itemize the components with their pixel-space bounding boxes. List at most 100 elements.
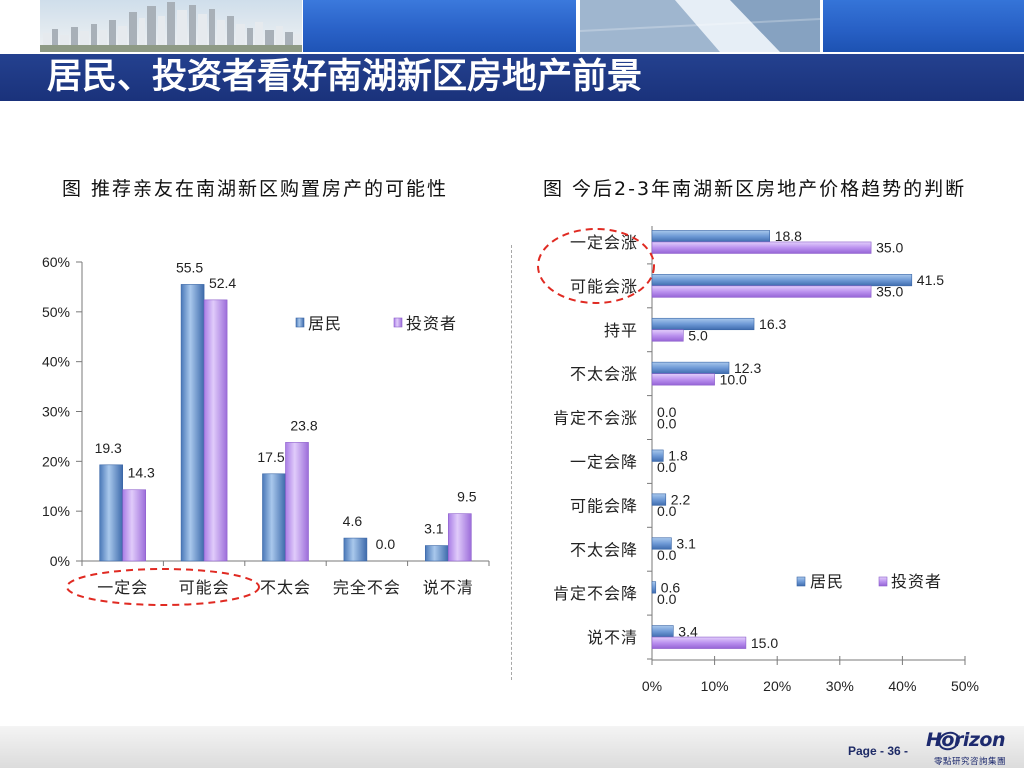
skyline-building xyxy=(255,22,263,45)
category-label: 不太会涨 xyxy=(570,365,638,384)
bar-resident xyxy=(343,537,368,562)
category-label: 肯定不会降 xyxy=(553,584,638,603)
data-label-investor: 0.0 xyxy=(657,415,677,431)
skyline-building xyxy=(71,27,78,45)
bar-investor xyxy=(651,285,872,298)
tower-reflection xyxy=(580,18,820,32)
highlight-ellipse-right xyxy=(537,228,655,304)
category-label: 一定会降 xyxy=(570,452,638,471)
logo-wordmark: Horizon xyxy=(926,729,1005,751)
category-label: 说不清 xyxy=(587,628,638,647)
skyline-building xyxy=(294,34,302,45)
chart-right-plot: 0% 10% 20% 30% 40% 50% 18.8 35.0 一定会涨 41.5 35.0 可能会… xyxy=(553,226,979,694)
data-label-resident: 0.6 xyxy=(661,579,681,595)
skyline-building xyxy=(60,35,69,45)
bar-investor xyxy=(651,329,684,342)
bar-investor xyxy=(122,489,146,562)
skyline-building xyxy=(43,33,51,45)
header-blue-panel xyxy=(303,0,576,52)
data-label-resident: 19.3 xyxy=(95,440,122,456)
page-title: 居民、投资者看好南湖新区房地产前景 xyxy=(47,57,643,97)
data-label-resident: 17.5 xyxy=(257,449,284,465)
y-tick-label: 60% xyxy=(42,254,70,270)
x-tick-label: 20% xyxy=(763,678,791,694)
skyline-building xyxy=(198,14,207,45)
bar-investor xyxy=(651,636,747,649)
bar-resident xyxy=(651,230,770,243)
category-label: 不太会降 xyxy=(570,540,638,559)
skyline-building xyxy=(147,6,156,45)
legend-swatch-investor xyxy=(878,576,888,587)
y-tick-label: 40% xyxy=(42,354,70,370)
data-label-resident: 12.3 xyxy=(734,360,761,376)
legend-swatch-resident xyxy=(295,317,305,328)
highlight-ellipse-left xyxy=(66,568,260,606)
legend-label-resident: 居民 xyxy=(308,314,342,333)
glass-tower-graphic xyxy=(580,0,820,52)
title-bar: 居民、投资者看好南湖新区房地产前景 xyxy=(0,54,1024,101)
chart-recommend-likelihood: 0% 10% 20% 30% 40% 50% 60% 19.3 14.3 一定会 55.5 52.4 可… xyxy=(42,254,490,606)
logo-ring xyxy=(938,731,960,751)
skyline-building xyxy=(118,26,127,45)
data-label-resident: 3.1 xyxy=(676,536,696,552)
category-label: 一定会 xyxy=(97,578,148,597)
data-label-resident: 2.2 xyxy=(671,492,691,508)
bar-resident xyxy=(180,284,205,562)
data-label-investor: 10.0 xyxy=(720,371,747,387)
ground xyxy=(40,45,302,52)
data-label-resident: 3.4 xyxy=(678,623,698,639)
skyline-building xyxy=(177,10,187,45)
company-logo: Horizon 零點研究咨詢集團 xyxy=(920,728,1020,768)
city-skyline-graphic xyxy=(40,0,302,52)
logo-ring-icon xyxy=(938,731,960,751)
chart-separator xyxy=(511,245,512,680)
bar-resident xyxy=(651,317,755,331)
bar-investor xyxy=(203,299,228,562)
data-label-investor: 0.0 xyxy=(657,503,677,519)
category-label: 一定会涨 xyxy=(570,233,638,252)
page-number: Page - 36 - xyxy=(848,744,909,758)
header-blue-panel-right xyxy=(823,0,1024,52)
skyline-building xyxy=(217,20,225,45)
skyline-buildings xyxy=(43,2,302,45)
bar-resident xyxy=(99,464,123,562)
category-label: 可能会降 xyxy=(570,496,638,515)
legend-label-investor: 投资者 xyxy=(891,572,942,591)
bar-resident xyxy=(651,449,664,462)
skyline-building xyxy=(129,12,137,45)
skyline-building xyxy=(285,32,293,45)
data-label-resident: 0.0 xyxy=(657,404,677,420)
skyline-building xyxy=(99,30,107,45)
skyline-building xyxy=(209,9,215,45)
y-tick-label: 30% xyxy=(42,404,70,420)
category-label: 肯定不会涨 xyxy=(553,409,638,428)
bar-resident xyxy=(651,537,672,550)
data-label-investor: 0.0 xyxy=(657,591,677,607)
bar-resident xyxy=(262,473,286,562)
header-building-image xyxy=(580,0,820,52)
tower-facet xyxy=(730,0,820,52)
skyline-building xyxy=(265,30,274,45)
skyline-building xyxy=(109,20,116,45)
legend-swatch-resident xyxy=(796,576,806,587)
bar-resident xyxy=(424,545,449,562)
legend-swatch-investor xyxy=(393,317,403,328)
y-tick-label: 10% xyxy=(42,503,70,519)
data-label-investor: 35.0 xyxy=(876,284,903,300)
category-label: 完全不会 xyxy=(333,578,401,597)
skyline-building xyxy=(80,31,89,45)
category-label: 说不清 xyxy=(423,578,474,597)
data-label-resident: 55.5 xyxy=(176,259,203,275)
bar-resident xyxy=(651,274,913,287)
x-tick-label: 0% xyxy=(642,678,662,694)
data-label-investor: 23.8 xyxy=(290,417,317,433)
data-label-investor: 0.0 xyxy=(657,547,677,563)
data-label-investor: 35.0 xyxy=(876,240,903,256)
skyline-building xyxy=(227,16,234,45)
tower-facet xyxy=(675,0,780,52)
skyline-building xyxy=(276,26,283,45)
bar-resident xyxy=(651,493,667,506)
bar-investor xyxy=(285,442,309,562)
skyline-building xyxy=(91,24,97,45)
data-label-investor: 14.3 xyxy=(128,465,155,481)
